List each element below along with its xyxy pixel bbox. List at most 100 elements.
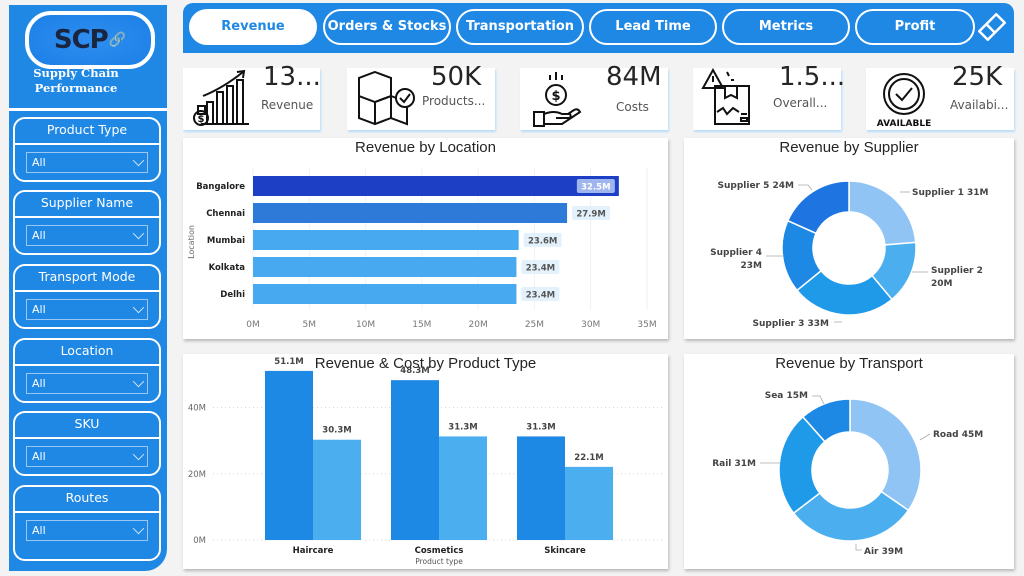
filter-sku: SKU All bbox=[13, 411, 161, 476]
logo-subtitle: Supply Chain Performance bbox=[9, 66, 143, 96]
kpi-costs: $ 84M Costs bbox=[520, 64, 668, 130]
bar-cost bbox=[565, 466, 613, 540]
y-tick-label: 20M bbox=[188, 470, 206, 480]
filter-label: SKU bbox=[15, 413, 159, 439]
filter-label: Location bbox=[15, 340, 159, 366]
chevron-down-icon bbox=[132, 522, 145, 535]
filter-label: Supplier Name bbox=[15, 192, 159, 218]
x-tick-label: 15M bbox=[412, 320, 431, 330]
filter-transport-mode: Transport Mode All bbox=[13, 264, 161, 329]
x-tick-label: Cosmetics bbox=[415, 546, 464, 556]
logo-subtitle-line1: Supply Chain bbox=[33, 66, 119, 80]
sku-dropdown[interactable]: All bbox=[26, 446, 148, 467]
filter-routes: Routes All bbox=[13, 485, 161, 561]
data-label: 31.3M bbox=[526, 422, 555, 432]
data-label: 32.5M bbox=[581, 183, 610, 193]
logo: SCP 🔗 bbox=[25, 11, 155, 69]
tab-lead-time[interactable]: Lead Time bbox=[589, 9, 717, 45]
product-type-dropdown[interactable]: All bbox=[26, 152, 148, 173]
kpi-label: Availabi... bbox=[950, 98, 1009, 112]
data-label-bg bbox=[521, 260, 560, 274]
category-label: Delhi bbox=[220, 290, 245, 300]
category-label: Bangalore bbox=[196, 182, 245, 192]
bar bbox=[253, 230, 519, 250]
data-label: 27.9M bbox=[576, 210, 605, 220]
money-hand-icon: $ bbox=[533, 72, 582, 127]
boxes-check-icon bbox=[358, 70, 415, 126]
revenue-by-location-chart: 0M 5M 10M 15M 20M 25M 30M 35M Location Bangalore 3… bbox=[187, 168, 657, 330]
data-label: Sea 15M bbox=[765, 391, 808, 401]
logo-panel: SCP 🔗 Supply Chain Performance bbox=[9, 5, 167, 111]
filter-sidebar: SCP 🔗 Supply Chain Performance Product Ty… bbox=[9, 5, 167, 571]
chevron-down-icon bbox=[132, 375, 145, 388]
revenue-by-supplier-chart: Supplier 1 31M Supplier 2 20M Supplier 3 33… bbox=[710, 180, 989, 329]
x-tick-label: 10M bbox=[356, 320, 375, 330]
bar-cost bbox=[313, 439, 361, 540]
tab-transportation[interactable]: Transportation bbox=[456, 9, 584, 45]
chevron-down-icon bbox=[132, 301, 145, 314]
data-label-bg bbox=[576, 179, 615, 193]
location-dropdown[interactable]: All bbox=[26, 373, 148, 394]
kpi-value: 50K bbox=[431, 62, 482, 92]
category-label: Chennai bbox=[206, 209, 245, 219]
chevron-down-icon bbox=[132, 154, 145, 167]
eraser-icon[interactable] bbox=[978, 13, 1006, 41]
data-label: 48.3M bbox=[400, 366, 429, 376]
dropdown-value: All bbox=[32, 450, 46, 463]
data-label: 22.1M bbox=[574, 453, 603, 463]
data-label-bg bbox=[523, 233, 562, 247]
routes-dropdown[interactable]: All bbox=[26, 520, 148, 541]
kpi-overall: 1.5... Overall... bbox=[693, 64, 845, 130]
logo-subtitle-line2: Performance bbox=[34, 81, 118, 95]
leader-line bbox=[812, 395, 825, 405]
y-axis-label: Location bbox=[187, 225, 196, 259]
filter-label: Transport Mode bbox=[15, 266, 159, 292]
tab-revenue[interactable]: Revenue bbox=[189, 9, 317, 45]
kpi-value: 84M bbox=[606, 62, 662, 92]
tab-orders-stocks[interactable]: Orders & Stocks bbox=[323, 9, 451, 45]
leader-line bbox=[855, 544, 862, 551]
chart-title: Revenue by Supplier bbox=[779, 139, 919, 156]
logo-abbr: SCP bbox=[53, 25, 109, 55]
bar-revenue bbox=[517, 436, 565, 540]
kpi-label: Products... bbox=[422, 94, 486, 108]
tab-metrics[interactable]: Metrics bbox=[722, 9, 850, 45]
tab-profit[interactable]: Profit bbox=[855, 9, 975, 45]
dropdown-value: All bbox=[32, 377, 46, 390]
revenue-growth-icon: $ bbox=[193, 69, 249, 126]
dropdown-value: All bbox=[32, 524, 46, 537]
revenue-by-supplier-card: Revenue by Supplier Supplier 1 31M Suppli… bbox=[684, 138, 1014, 339]
data-label: 23M bbox=[741, 261, 763, 271]
bar bbox=[253, 203, 568, 223]
donut-slice bbox=[848, 180, 917, 246]
data-label-bg bbox=[521, 287, 560, 301]
bar-cost bbox=[439, 436, 487, 540]
data-label: 23.4M bbox=[526, 264, 555, 274]
x-tick-label: 20M bbox=[469, 320, 488, 330]
data-label: Supplier 1 31M bbox=[912, 188, 989, 198]
kpi-revenue: $ 13... Revenue bbox=[183, 64, 321, 130]
filter-label: Routes bbox=[15, 487, 159, 513]
data-label-bg bbox=[572, 206, 611, 220]
chart-title: Revenue by Transport bbox=[775, 355, 923, 372]
category-label: Mumbai bbox=[207, 236, 245, 246]
data-label: Supplier 2 bbox=[931, 266, 983, 276]
chevron-down-icon bbox=[132, 448, 145, 461]
filter-supplier-name: Supplier Name All bbox=[13, 190, 161, 255]
chevron-down-icon bbox=[132, 227, 145, 240]
available-badge-text: AVAILABLE bbox=[877, 119, 931, 129]
donut-slice bbox=[792, 490, 910, 542]
transport-mode-dropdown[interactable]: All bbox=[26, 299, 148, 320]
chain-link-icon: 🔗 bbox=[108, 32, 127, 48]
revenue-by-transport-card: Revenue by Transport Road 45M Air 39M Rail… bbox=[684, 354, 1014, 569]
revenue-cost-by-product-chart: 0M 20M 40M 51.1M 30.3M Haircare 48.3M 31.3M Cosm… bbox=[188, 357, 663, 566]
category-label: Kolkata bbox=[209, 263, 246, 273]
x-tick-label: 30M bbox=[581, 320, 600, 330]
x-tick-label: 5M bbox=[303, 320, 317, 330]
data-label: Road 45M bbox=[933, 430, 983, 440]
supplier-name-dropdown[interactable]: All bbox=[26, 225, 148, 246]
kpi-label: Costs bbox=[616, 100, 649, 114]
y-tick-label: 0M bbox=[193, 536, 206, 546]
x-tick-label: Skincare bbox=[544, 546, 586, 556]
chart-title: Revenue & Cost by Product Type bbox=[314, 355, 537, 372]
